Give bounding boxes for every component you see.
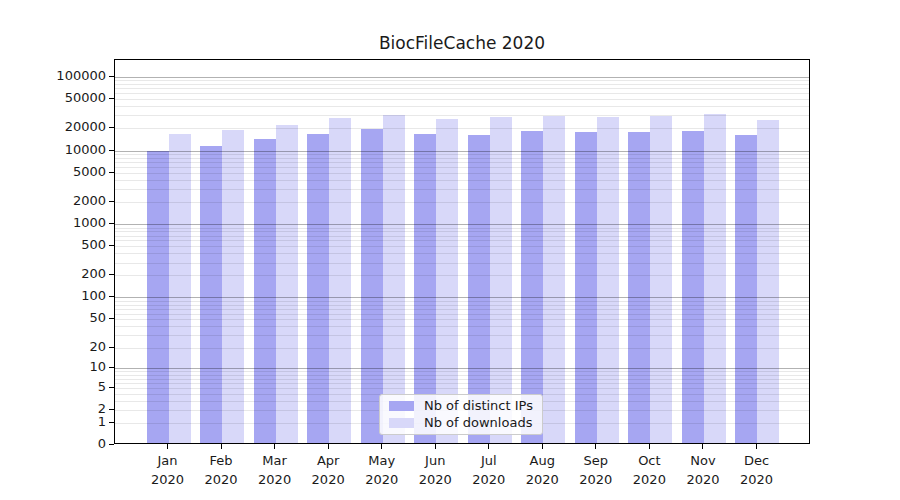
- y-axis-tick-100: [109, 296, 114, 297]
- y-axis-tick-500: [109, 245, 114, 246]
- legend-item-downloads: Nb of downloads: [389, 416, 533, 430]
- x-axis-tick-sep: [595, 444, 596, 449]
- gridline-minor-80000: [115, 84, 809, 85]
- gridline-minor-70000: [115, 88, 809, 89]
- gridline-minor-700: [115, 236, 809, 237]
- x-axis-tick-aug: [542, 444, 543, 449]
- y-axis-tick-label-500: 500: [2, 237, 106, 253]
- gridline-major-10000: [115, 151, 809, 152]
- y-axis-tick-label-20000: 20000: [2, 119, 106, 135]
- gridline-minor-20000: [115, 128, 809, 129]
- gridline-minor-40000: [115, 106, 809, 107]
- y-axis-tick-label-10: 10: [2, 359, 106, 375]
- x-axis-tick-jul: [488, 444, 489, 449]
- legend-label-distinct-ips: Nb of distinct IPs: [424, 399, 533, 413]
- x-axis-tick-mar: [274, 444, 275, 449]
- x-axis-tick-jan: [167, 444, 168, 449]
- y-axis-tick-label-0: 0: [2, 436, 106, 452]
- gridline-minor-600: [115, 240, 809, 241]
- y-axis-tick-label-100000: 100000: [2, 68, 106, 84]
- gridline-minor-200: [115, 275, 809, 276]
- y-axis-tick-2: [109, 409, 114, 410]
- legend-swatch-distinct-ips: [389, 401, 414, 411]
- gridline-minor-2000: [115, 202, 809, 203]
- gridline-minor-800: [115, 231, 809, 232]
- y-axis-tick-0: [109, 444, 114, 445]
- x-axis-tick-jun: [435, 444, 436, 449]
- gridline-minor-4000: [115, 180, 809, 181]
- gridline-major-100: [115, 297, 809, 298]
- y-axis-tick-20000: [109, 127, 114, 128]
- gridline-minor-300: [115, 263, 809, 264]
- legend-item-distinct-ips: Nb of distinct IPs: [389, 399, 533, 413]
- x-axis-tick-label-dec: Dec 2020: [724, 451, 788, 489]
- x-axis-tick-feb: [221, 444, 222, 449]
- gridline-minor-6: [115, 383, 809, 384]
- y-axis-tick-label-2000: 2000: [2, 193, 106, 209]
- y-axis-tick-50: [109, 318, 114, 319]
- gridline-minor-50000: [115, 99, 809, 100]
- figure: BiocFileCache 2020 Nb of distinct IPs Nb…: [0, 0, 900, 500]
- chart-title: BiocFileCache 2020: [114, 33, 810, 53]
- legend-swatch-downloads: [389, 418, 414, 428]
- gridline-minor-8000: [115, 158, 809, 159]
- gridline-minor-7: [115, 379, 809, 380]
- y-axis-tick-label-10000: 10000: [2, 142, 106, 158]
- y-axis-tick-5: [109, 387, 114, 388]
- gridline-major-1000: [115, 224, 809, 225]
- y-axis-tick-label-200: 200: [2, 266, 106, 282]
- y-axis-tick-1: [109, 422, 114, 423]
- gridline-minor-6000: [115, 167, 809, 168]
- y-axis-tick-20: [109, 347, 114, 348]
- gridline-minor-3000: [115, 189, 809, 190]
- y-axis-tick-label-1000: 1000: [2, 215, 106, 231]
- gridline-minor-60: [115, 314, 809, 315]
- y-axis-tick-label-5: 5: [2, 379, 106, 395]
- x-axis-tick-oct: [649, 444, 650, 449]
- gridline-minor-20: [115, 348, 809, 349]
- y-axis-tick-label-20: 20: [2, 339, 106, 355]
- gridline-minor-70: [115, 309, 809, 310]
- y-axis-tick-label-1: 1: [2, 414, 106, 430]
- gridline-major-10: [115, 368, 809, 369]
- x-axis-tick-may: [381, 444, 382, 449]
- x-axis-tick-apr: [328, 444, 329, 449]
- y-axis-tick-100000: [109, 76, 114, 77]
- gridline-minor-30000: [115, 115, 809, 116]
- y-axis-tick-2000: [109, 201, 114, 202]
- x-axis-tick-nov: [702, 444, 703, 449]
- grid-layer: [115, 60, 809, 443]
- gridline-minor-80: [115, 305, 809, 306]
- y-axis-tick-label-50000: 50000: [2, 90, 106, 106]
- gridline-minor-90: [115, 301, 809, 302]
- gridline-minor-5000: [115, 173, 809, 174]
- gridline-major-100000: [115, 77, 809, 78]
- y-axis-tick-50000: [109, 98, 114, 99]
- gridline-minor-8: [115, 375, 809, 376]
- y-axis-tick-label-50: 50: [2, 310, 106, 326]
- gridline-minor-90000: [115, 80, 809, 81]
- legend: Nb of distinct IPs Nb of downloads: [379, 394, 543, 435]
- y-axis-tick-5000: [109, 172, 114, 173]
- gridline-minor-30: [115, 335, 809, 336]
- gridline-minor-400: [115, 253, 809, 254]
- gridline-minor-40: [115, 326, 809, 327]
- gridline-minor-5: [115, 388, 809, 389]
- gridline-minor-50: [115, 319, 809, 320]
- y-axis-tick-200: [109, 274, 114, 275]
- gridline-minor-9: [115, 371, 809, 372]
- gridline-minor-9000: [115, 154, 809, 155]
- y-axis-tick-10000: [109, 150, 114, 151]
- y-axis-tick-10: [109, 367, 114, 368]
- plot-area: Nb of distinct IPs Nb of downloads: [114, 59, 810, 444]
- gridline-minor-500: [115, 246, 809, 247]
- y-axis-tick-label-100: 100: [2, 288, 106, 304]
- gridline-minor-60000: [115, 93, 809, 94]
- y-axis-tick-1000: [109, 223, 114, 224]
- x-axis-tick-dec: [756, 444, 757, 449]
- y-axis-tick-label-5000: 5000: [2, 164, 106, 180]
- gridline-minor-900: [115, 228, 809, 229]
- legend-label-downloads: Nb of downloads: [424, 416, 532, 430]
- gridline-minor-7000: [115, 162, 809, 163]
